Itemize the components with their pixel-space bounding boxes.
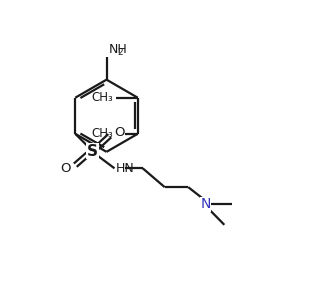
Text: O: O [114, 126, 124, 139]
Text: 2: 2 [118, 48, 124, 57]
Text: N: N [200, 197, 211, 211]
Text: NH: NH [109, 43, 128, 56]
Text: S: S [87, 143, 98, 159]
Text: CH₃: CH₃ [92, 127, 113, 140]
Text: CH₃: CH₃ [92, 91, 113, 104]
Text: O: O [61, 162, 71, 175]
Text: HN: HN [116, 162, 135, 175]
